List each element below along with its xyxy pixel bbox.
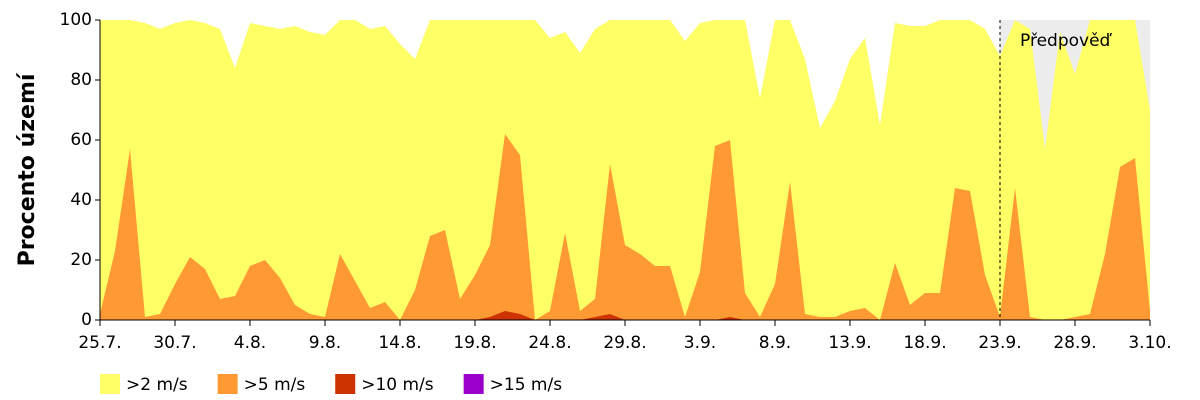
legend-swatch — [100, 374, 120, 394]
y-tick-label: 0 — [81, 310, 92, 330]
y-tick-label: 80 — [70, 70, 92, 90]
x-tick-label: 29.8. — [603, 333, 646, 353]
x-tick-label: 14.8. — [378, 333, 421, 353]
x-tick-label: 13.9. — [828, 333, 871, 353]
legend-swatch — [335, 374, 356, 394]
area — [100, 20, 1150, 320]
x-tick-label: 9.8. — [309, 333, 341, 353]
y-tick-label: 100 — [60, 10, 92, 30]
x-tick-label: 30.7. — [153, 333, 196, 353]
annotation: Předpověď — [1020, 31, 1113, 51]
x-tick-label: 24.8. — [528, 333, 571, 353]
y-tick-label: 40 — [70, 190, 92, 210]
y-tick-label: 60 — [70, 130, 92, 150]
x-tick-label: 8.9. — [759, 333, 791, 353]
legend-swatch — [217, 374, 238, 394]
x-tick-label: 28.9. — [1053, 333, 1096, 353]
x-tick-label: 3.10. — [1128, 333, 1171, 353]
x-tick-label: 25.7. — [78, 333, 121, 353]
y-tick-label: 20 — [70, 250, 92, 270]
legend-label: >10 m/s — [361, 375, 434, 395]
x-tick-label: 18.9. — [903, 333, 946, 353]
y-axis-label: Procento území — [15, 72, 40, 266]
legend-label: >5 m/s — [244, 375, 306, 395]
x-tick-label: 23.9. — [978, 333, 1021, 353]
x-tick-label: 4.8. — [234, 333, 266, 353]
area — [100, 134, 1150, 320]
x-tick-label: 3.9. — [684, 333, 716, 353]
x-tick-label: 19.8. — [453, 333, 496, 353]
legend-label: >2 m/s — [126, 375, 188, 395]
legend-label: >15 m/s — [490, 375, 563, 395]
legend-swatch — [463, 374, 484, 394]
